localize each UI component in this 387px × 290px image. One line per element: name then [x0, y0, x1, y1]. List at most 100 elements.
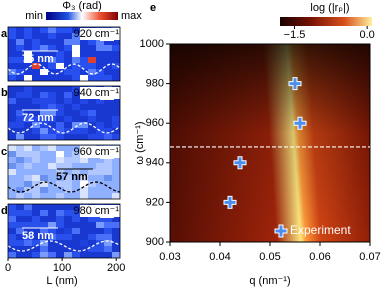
x-tick-label: 0.03 — [159, 251, 180, 263]
image-pixel — [56, 187, 64, 193]
image-pixel — [72, 69, 80, 75]
image-pixel — [24, 33, 32, 39]
image-pixel — [96, 187, 104, 193]
image-pixel — [104, 104, 112, 110]
panel-frame — [7, 85, 121, 141]
image-pixel — [24, 27, 32, 33]
image-pixel — [40, 134, 48, 140]
period-label: 75 nm — [22, 53, 54, 65]
image-pixel — [64, 145, 72, 151]
image-pixel — [32, 69, 40, 75]
image-pixel — [48, 75, 56, 81]
image-pixel — [16, 51, 24, 57]
image-pixel — [32, 210, 40, 216]
image-pixel — [24, 134, 32, 140]
x-tick-label: 0.06 — [309, 251, 330, 263]
image-pixel — [72, 240, 80, 246]
image-pixel — [24, 181, 32, 187]
image-pixel — [64, 151, 72, 157]
image-pixel — [88, 187, 96, 193]
image-pixel — [72, 75, 80, 81]
image-pixel — [72, 252, 80, 258]
colorbar-min: min — [25, 10, 43, 22]
image-pixel — [32, 33, 40, 39]
image-pixel — [104, 69, 112, 75]
image-pixel — [112, 57, 120, 63]
image-pixel — [104, 157, 112, 163]
image-pixel — [72, 128, 80, 134]
image-pixel — [32, 151, 40, 157]
image-pixel — [32, 134, 40, 140]
image-pixel — [112, 116, 120, 122]
image-pixel — [104, 45, 112, 51]
image-pixel — [72, 151, 80, 157]
legend-label: Experiment — [290, 223, 351, 237]
image-pixel — [56, 246, 64, 252]
image-pixel — [80, 39, 88, 45]
x-tick-label: 0.07 — [359, 251, 380, 263]
marker — [223, 195, 237, 209]
image-pixel — [48, 116, 56, 122]
image-pixel — [8, 33, 16, 39]
image-pixel — [56, 128, 64, 134]
image-pixel — [80, 252, 88, 258]
image-pixel — [96, 240, 104, 246]
image-pixel — [56, 45, 64, 51]
image-pixel — [32, 104, 40, 110]
image-pixel — [88, 169, 96, 175]
image-pixel — [48, 128, 56, 134]
x-axis-label: q (nm⁻¹) — [249, 275, 290, 287]
image-pixel — [64, 33, 72, 39]
image-pixel — [80, 63, 88, 69]
image-pixel — [8, 145, 16, 151]
image-pixel — [32, 204, 40, 210]
image-pixel — [64, 175, 72, 181]
image-pixel — [64, 57, 72, 63]
colorbar — [280, 17, 372, 26]
image-pixel — [16, 163, 24, 169]
image-pixel — [96, 45, 104, 51]
image-pixel — [104, 181, 112, 187]
image-pixel — [40, 104, 48, 110]
image-pixel — [96, 234, 104, 240]
image-pixel — [40, 33, 48, 39]
image-pixel — [112, 98, 120, 104]
image-pixel — [80, 228, 88, 234]
profile-curve — [7, 181, 121, 193]
image-pixel — [56, 252, 64, 258]
image-pixel — [64, 204, 72, 210]
image-pixel — [96, 57, 104, 63]
image-pixel — [72, 92, 80, 98]
image-pixel — [48, 86, 56, 92]
label-backdrop — [80, 146, 120, 158]
x-axis-label: L (nm) — [46, 275, 77, 287]
image-pixel — [32, 193, 40, 199]
image-pixel — [56, 234, 64, 240]
image-pixel — [8, 216, 16, 222]
image-pixel — [64, 63, 72, 69]
image-pixel — [88, 228, 96, 234]
image-pixel — [72, 210, 80, 216]
image-pixel — [56, 163, 64, 169]
image-pixel — [72, 57, 80, 63]
image-pixel — [8, 222, 16, 228]
image-pixel — [48, 246, 56, 252]
image-pixel — [64, 252, 72, 258]
image-pixel — [72, 51, 80, 57]
image-pixel — [32, 175, 40, 181]
image-pixel — [48, 63, 56, 69]
image-pixel — [96, 69, 104, 75]
image-pixel — [40, 98, 48, 104]
image-pixel — [88, 234, 96, 240]
image-pixel — [64, 216, 72, 222]
image-pixel — [72, 234, 80, 240]
image-pixel — [40, 92, 48, 98]
image-pixel — [72, 45, 80, 51]
image-pixel — [40, 175, 48, 181]
marker — [288, 77, 302, 91]
image-pixel — [112, 246, 120, 252]
image-pixel — [96, 110, 104, 116]
image-pixel — [32, 145, 40, 151]
image-pixel — [56, 193, 64, 199]
image-pixel — [32, 92, 40, 98]
